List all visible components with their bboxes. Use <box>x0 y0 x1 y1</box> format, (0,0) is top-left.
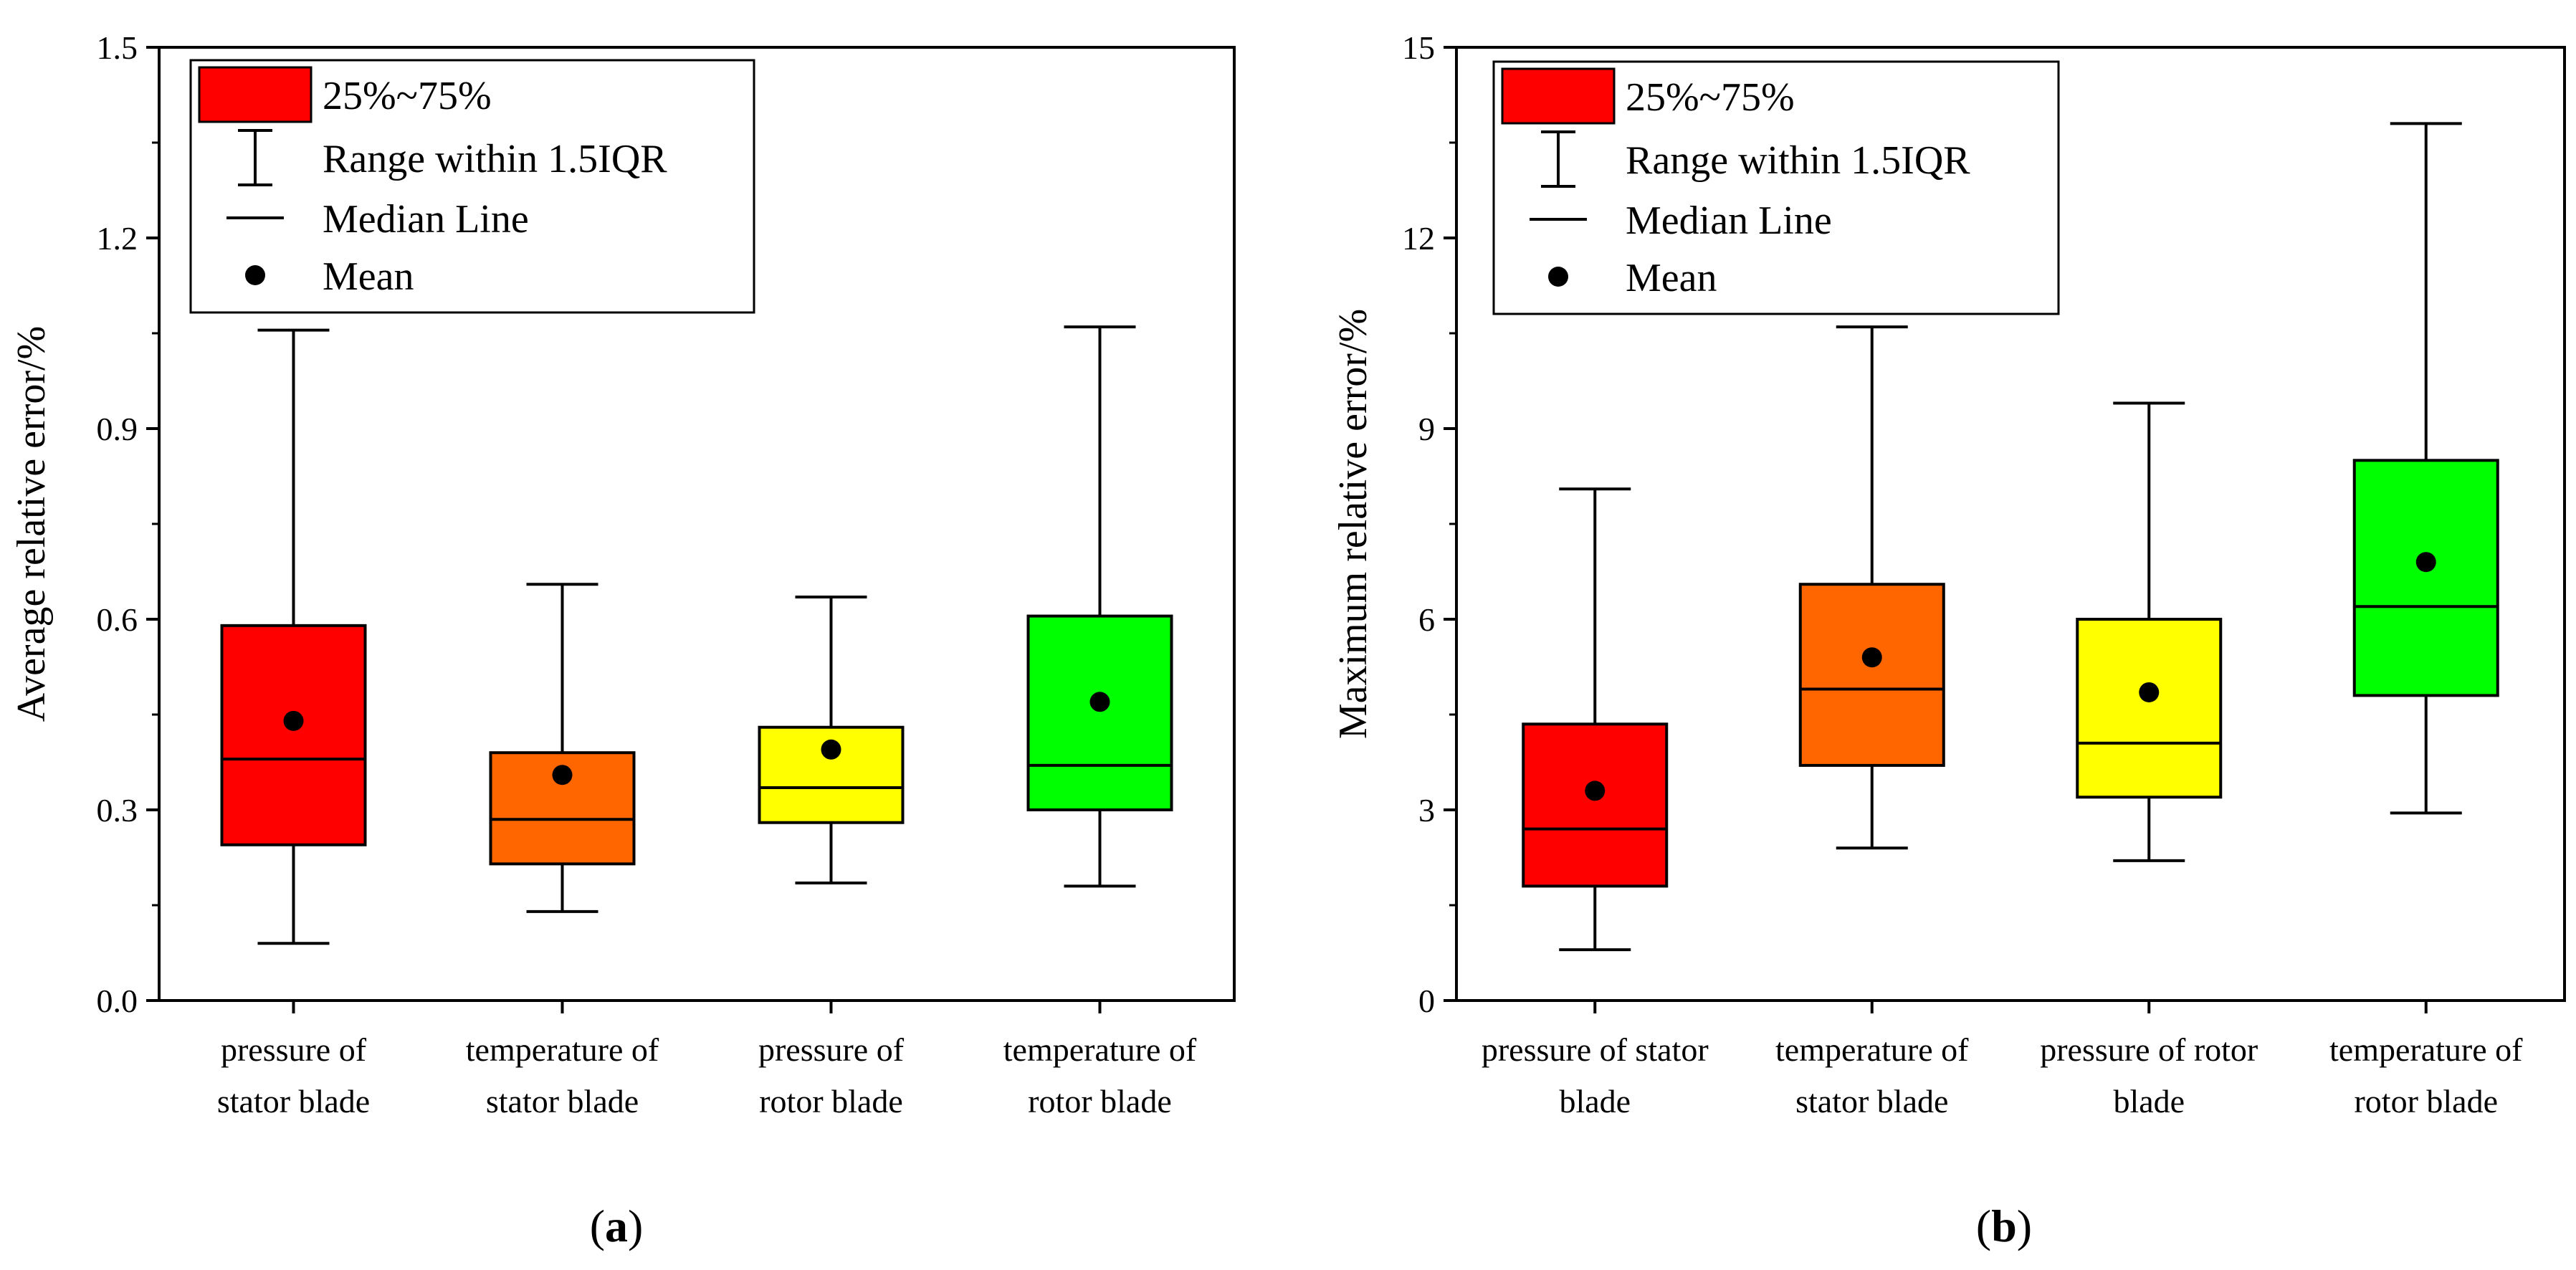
mean-point <box>283 710 304 731</box>
legend-box-label: 25%~75% <box>1626 75 1795 120</box>
mean-point <box>821 739 841 760</box>
y-tick-label: 12 <box>1402 220 1435 257</box>
y-tick-label: 1.2 <box>97 220 138 257</box>
chart-panel-b: 0 3 6 9 12 15 pressure of stator blade temperatu… <box>1331 29 2566 1251</box>
legend-median-label: Median Line <box>1626 199 1832 243</box>
y-tick-label: 0 <box>1418 983 1435 1019</box>
x-category-label: pressure of <box>221 1031 367 1068</box>
x-category-label: blade <box>2113 1083 2185 1119</box>
iqr-box <box>1522 722 1669 888</box>
x-category-label: stator blade <box>486 1083 639 1119</box>
iqr-box <box>758 725 905 824</box>
y-tick-label: 15 <box>1402 29 1435 66</box>
iqr-box <box>2352 459 2499 697</box>
y-tick-label: 9 <box>1418 411 1435 447</box>
y-tick-label: 0.6 <box>97 601 138 638</box>
mean-point <box>552 765 573 786</box>
y-axis-label: Average relative error/% <box>9 326 54 722</box>
legend-whisker-label: Range within 1.5IQR <box>323 137 667 181</box>
y-tick-label: 3 <box>1418 792 1435 829</box>
x-category-label: rotor blade <box>759 1083 903 1119</box>
iqr-box <box>1026 614 1173 811</box>
legend-box-swatch <box>1501 67 1616 125</box>
legend-box-label: 25%~75% <box>323 74 492 118</box>
legend: 25%~75% Range within 1.5IQR Median Line Mea… <box>1492 60 2060 315</box>
x-category-label: blade <box>1559 1083 1631 1119</box>
x-category-label: temperature of <box>1775 1031 1969 1068</box>
x-category-label: stator blade <box>1795 1083 1948 1119</box>
mean-point <box>1861 647 1882 668</box>
x-category-label: pressure of rotor <box>2040 1031 2258 1068</box>
x-category-label: temperature of <box>466 1031 659 1068</box>
legend-mean-label: Mean <box>323 254 414 299</box>
panel-label: (b) <box>1976 1200 2032 1251</box>
legend-whisker-label: Range within 1.5IQR <box>1626 138 1970 183</box>
legend-mean-label: Mean <box>1626 256 1717 300</box>
x-category-label: pressure of <box>758 1031 905 1068</box>
legend-mean-icon <box>245 265 265 285</box>
mean-point <box>1089 692 1110 712</box>
x-category-label: stator blade <box>217 1083 370 1119</box>
x-category-label: temperature of <box>1003 1031 1197 1068</box>
chart-panel-a: 0.0 0.3 0.6 0.9 1.2 1.5 pressure of stator blad… <box>9 29 1236 1251</box>
legend-median-label: Median Line <box>323 197 529 242</box>
mean-point <box>2415 552 2436 573</box>
x-category-label: temperature of <box>2329 1031 2523 1068</box>
y-axis-label: Maximum relative error/% <box>1331 309 1375 739</box>
mean-point <box>2139 682 2160 702</box>
mean-point <box>1585 780 1606 801</box>
x-category-label: rotor blade <box>2354 1083 2498 1119</box>
y-tick-label: 0.0 <box>97 983 138 1019</box>
y-tick-label: 1.5 <box>97 29 138 66</box>
iqr-box <box>1798 583 1945 767</box>
legend-mean-icon <box>1548 267 1568 287</box>
y-tick-label: 0.3 <box>97 792 138 829</box>
legend: 25%~75% Range within 1.5IQR Median Line Mea… <box>189 59 755 314</box>
y-tick-label: 6 <box>1418 601 1435 638</box>
iqr-box <box>220 624 367 846</box>
y-tick-label: 0.9 <box>97 411 138 447</box>
legend-box-swatch <box>198 66 313 123</box>
x-category-label: pressure of stator <box>1482 1031 1709 1068</box>
panel-label: (a) <box>590 1200 644 1251</box>
x-category-label: rotor blade <box>1028 1083 1172 1119</box>
iqr-box <box>2076 618 2223 799</box>
